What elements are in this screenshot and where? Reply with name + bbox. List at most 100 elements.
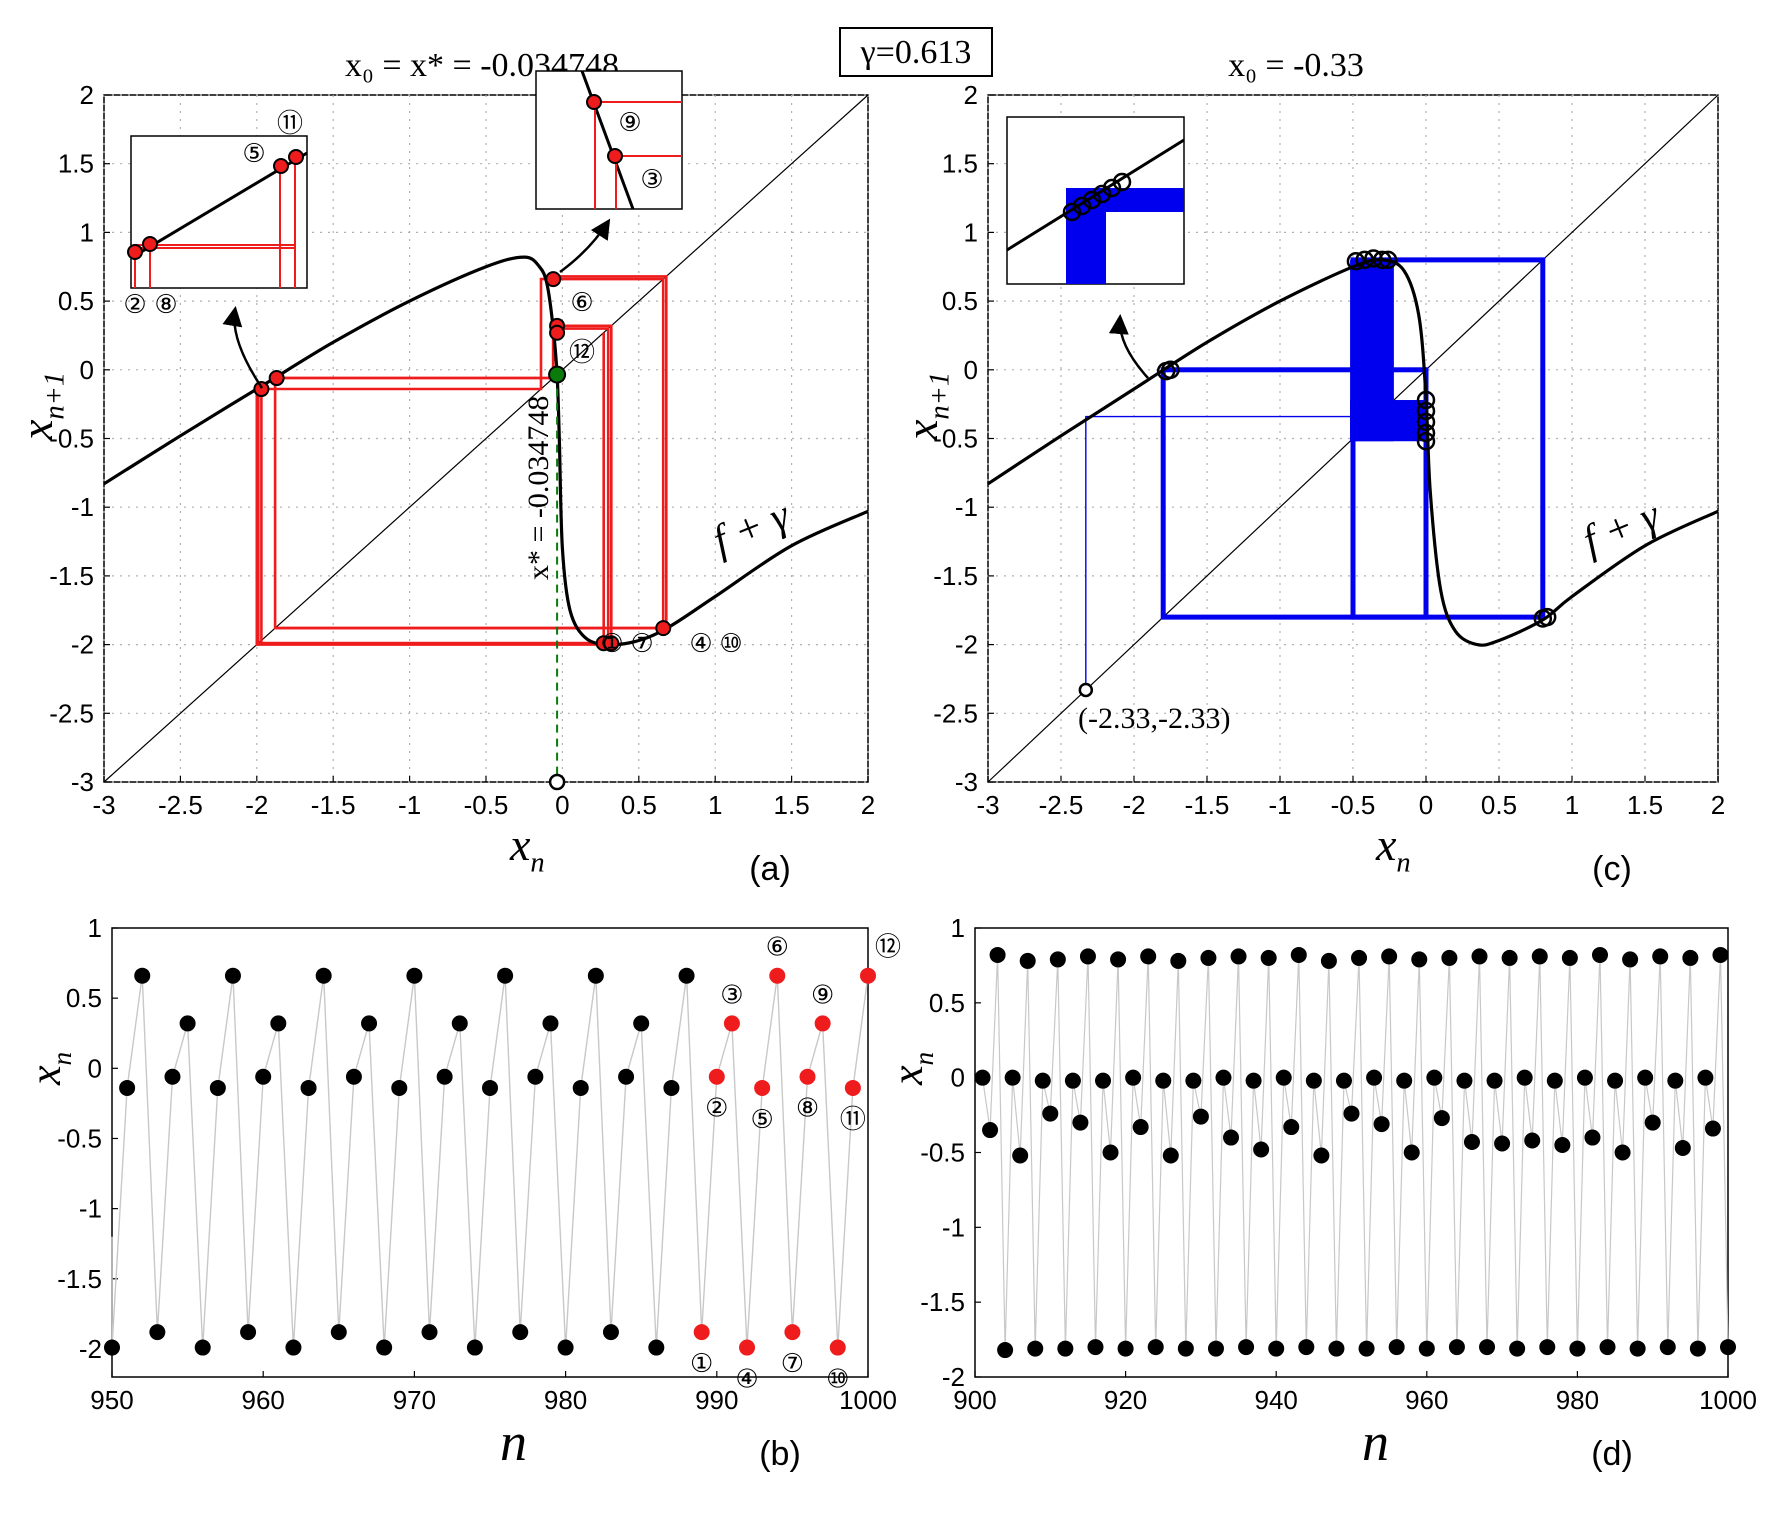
inset-left-orbit-point: [288, 149, 304, 165]
data-point: [1155, 1072, 1172, 1089]
orbit-index-label: ⑪: [840, 1104, 866, 1134]
data-point: [224, 967, 241, 984]
x-tick-label: 0: [555, 790, 569, 820]
x-tick-label: 2: [861, 790, 875, 820]
inset-c: [1006, 116, 1185, 285]
orbit-point: [268, 370, 285, 387]
data-point: [179, 1015, 196, 1032]
panel-label-a: (a): [749, 850, 791, 888]
data-point: [1230, 948, 1247, 965]
data-point: [1057, 1340, 1074, 1357]
y-tick-label: 0.5: [66, 983, 102, 1013]
data-point: [1637, 1069, 1654, 1086]
data-point: [1200, 949, 1217, 966]
x-tick-label: -2: [245, 790, 268, 820]
data-point-red: [814, 1015, 831, 1032]
y-tick-label: 1: [951, 913, 965, 943]
data-point: [1245, 1072, 1262, 1089]
orbit-point: [1378, 250, 1398, 270]
y-tick-label: 2: [80, 80, 94, 110]
inset-right-orbit-point: [607, 148, 623, 164]
fixed-point-marker: [548, 365, 567, 384]
x-tick-label: 990: [695, 1385, 738, 1415]
data-point: [1501, 949, 1518, 966]
data-point: [134, 967, 151, 984]
data-point: [1132, 1119, 1149, 1136]
data-point: [997, 1342, 1014, 1359]
data-point: [1516, 1069, 1533, 1086]
x-tick-label: 960: [242, 1385, 285, 1415]
y-tick-label: 1.5: [942, 149, 978, 179]
gamma-box: γ=0.613: [839, 27, 993, 77]
data-point: [1335, 1072, 1352, 1089]
panel-label-b: (b): [759, 1435, 801, 1473]
data-point: [1305, 1072, 1322, 1089]
diagonal-line: [103, 94, 869, 783]
y-tick-label: 0: [951, 1063, 965, 1093]
data-point-red: [799, 1068, 816, 1085]
data-point: [1463, 1134, 1480, 1151]
fixed-point-label: x* = -0.034748: [522, 396, 555, 580]
data-point: [1539, 1339, 1556, 1356]
data-point: [1162, 1147, 1179, 1164]
data-point: [1599, 1339, 1616, 1356]
data-point: [1456, 1072, 1473, 1089]
cobweb-blue-band: [1350, 400, 1426, 442]
y-tick-label: -1: [71, 492, 94, 522]
data-point: [1366, 1069, 1383, 1086]
inset-left: ⑤⑪ ② ⑧: [123, 108, 308, 319]
inset-c-arrow: [1108, 314, 1149, 379]
orbit-index-label: ⑥: [570, 287, 593, 317]
y-tick-label: -1: [79, 1194, 102, 1224]
series-connector: [981, 954, 1729, 1351]
x-tick-label: -0.5: [1331, 790, 1376, 820]
data-point: [572, 1079, 589, 1096]
y-tick-label: -3: [955, 767, 978, 797]
orbit-index-label: ③: [720, 979, 743, 1009]
data-point: [1012, 1147, 1029, 1164]
y-tick-label: 1: [80, 217, 94, 247]
inset-left-orbit-point: [142, 236, 158, 252]
data-point: [1253, 1141, 1270, 1158]
orbit-index-label: ⑦: [781, 1348, 804, 1378]
data-point: [315, 967, 332, 984]
data-point: [1358, 1340, 1375, 1357]
data-point: [1140, 948, 1157, 965]
map-curve: [103, 255, 869, 647]
orbit-index-label: ⑧: [796, 1093, 819, 1123]
data-point: [406, 967, 423, 984]
data-point: [1569, 1340, 1586, 1357]
orbit-point: [1355, 250, 1374, 270]
data-point: [1682, 949, 1699, 966]
y-tick-label: 0.5: [58, 286, 94, 316]
data-point: [1531, 948, 1548, 965]
panel-c-cobweb: -3 -2.5 -2 -1.5 -1 -0.5 0 0.5 1 1.5 2 -3 -2.5 -2 -1.5 -…: [896, 47, 1725, 879]
inset-left-orbit-point: [273, 158, 289, 174]
x-tick-label: -2: [1122, 790, 1145, 820]
data-point: [1019, 952, 1036, 969]
orbit-index-label: ①: [600, 628, 623, 658]
data-point: [1418, 1340, 1435, 1357]
data-point: [1290, 946, 1307, 963]
curve-label: f + γ: [707, 492, 797, 564]
data-point: [557, 1339, 574, 1356]
data-point: [421, 1324, 438, 1341]
data-point: [1223, 1129, 1240, 1146]
data-point: [1712, 946, 1729, 963]
data-point-red: [754, 1079, 771, 1096]
data-point: [451, 1015, 468, 1032]
x-tick-label: 1.5: [1627, 790, 1663, 820]
data-point: [1275, 1069, 1292, 1086]
panel-d-timeseries: 900 920 940 960 980 1000 -2 -1.5 -1 -0.5 0 0.5 1 n xn: [883, 913, 1757, 1472]
orbit-point: [1537, 607, 1557, 627]
data-point-red: [829, 1339, 846, 1356]
data-point: [1704, 1120, 1721, 1137]
orbit-index-label: ⑨: [811, 979, 834, 1009]
y-tick-label: -0.5: [57, 1123, 102, 1153]
panel-a-xlabel: xn: [509, 819, 545, 879]
orbit-point: [1416, 431, 1436, 451]
initial-point-marker: [548, 773, 566, 791]
y-tick-label: -2: [79, 1334, 102, 1364]
x-tick-label: -2.5: [158, 790, 203, 820]
inset-c-orbit-point: [1102, 178, 1122, 198]
